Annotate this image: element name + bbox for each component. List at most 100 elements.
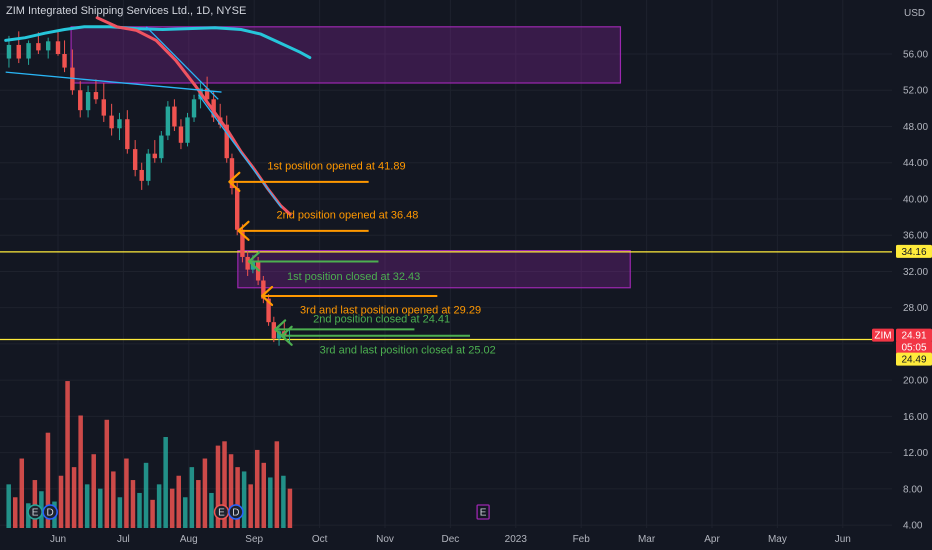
candle-body: [229, 158, 235, 189]
marker-box: [476, 504, 490, 520]
volume-bar: [248, 484, 253, 536]
time-axis-panel: [0, 528, 892, 550]
badge-label: 24.91: [901, 331, 926, 342]
price-tick-label: 36.00: [903, 231, 928, 242]
candle-body: [165, 106, 171, 136]
candles-layer: [6, 30, 292, 346]
volume-bar: [163, 437, 168, 536]
price-tick-label: 20.00: [903, 376, 928, 387]
earnings-marker: E: [476, 504, 490, 520]
volume-bar: [52, 501, 57, 536]
volume-bar: [215, 445, 221, 536]
candle-body: [185, 117, 190, 143]
time-tick-label: Oct: [312, 534, 328, 545]
price-tick-label: 16.00: [903, 412, 928, 423]
annotation-label: 3rd and last position opened at 29.29: [300, 304, 481, 316]
candle-body: [204, 88, 210, 100]
badge-label: 34.16: [901, 247, 926, 258]
annotation-label: 1st position opened at 41.89: [267, 160, 405, 172]
trendline-3: [198, 94, 283, 209]
badge-bg: [896, 352, 932, 366]
marker-label: E: [480, 508, 487, 519]
trendlines-layer: [5, 26, 283, 209]
time-tick-label: Jun: [835, 534, 851, 545]
annotation-label: 1st position closed at 32.43: [287, 271, 420, 283]
candle-body: [234, 188, 240, 230]
volume-bar: [228, 454, 234, 536]
price-tick-label: 8.00: [903, 484, 923, 495]
candle-body: [55, 41, 61, 54]
time-tick-label: Dec: [442, 534, 460, 545]
price-badge-4: 05:05: [896, 340, 932, 354]
marker-circle: [42, 504, 58, 520]
price-tick-label: 32.00: [903, 267, 928, 278]
volume-bar: [209, 492, 214, 536]
volume-bar: [281, 475, 286, 536]
volume-bar: [150, 499, 155, 536]
volume-bar: [274, 441, 280, 536]
badge-bg: [896, 244, 932, 258]
badge-bg: [896, 328, 932, 342]
candle-body: [146, 153, 151, 181]
candle-body: [240, 229, 245, 257]
candle-body: [266, 298, 271, 323]
price-tick-label: 48.00: [903, 122, 928, 133]
zone-box-1: [70, 26, 622, 84]
price-tick-label: 52.00: [903, 86, 928, 97]
volume-bar: [241, 471, 247, 536]
candle-body: [159, 135, 164, 159]
candle-body: [245, 256, 250, 270]
volume-bar: [183, 497, 188, 536]
candle-body: [6, 44, 12, 59]
price-tick-label: 28.00: [903, 303, 928, 314]
annotation-label: 2nd position opened at 36.48: [277, 209, 419, 221]
annotation-2: 2nd position opened at 36.48: [237, 209, 419, 241]
volume-bar: [19, 458, 25, 536]
volume-bar: [84, 484, 90, 536]
time-tick-label: Mar: [638, 534, 656, 545]
dividend-marker: D: [42, 504, 58, 520]
candle-body: [109, 115, 114, 129]
trendline-1: [5, 71, 222, 93]
candle-body: [271, 322, 277, 339]
candle-body: [178, 126, 184, 143]
marker-circle: [228, 504, 244, 520]
price-tick-label: 40.00: [903, 194, 928, 205]
volume-bar: [71, 467, 77, 536]
volume-bar: [176, 475, 181, 536]
volume-bar: [222, 441, 227, 536]
chart-title: ZIM Integrated Shipping Services Ltd., 1…: [6, 5, 247, 17]
moving-average-line-1: [4, 25, 312, 60]
volume-bar: [26, 503, 31, 536]
badge-label: ZIM: [874, 331, 891, 342]
volume-bar: [45, 432, 51, 536]
price-axis-panel: [892, 0, 932, 550]
volume-bar: [261, 462, 267, 536]
time-tick-label: 2023: [505, 534, 528, 545]
candle-body: [45, 41, 51, 51]
volume-bar: [91, 454, 96, 536]
volume-bar: [143, 462, 149, 536]
time-tick-label: Aug: [180, 534, 198, 545]
volume-bar: [137, 492, 142, 536]
badge-label: 05:05: [901, 343, 926, 354]
annotation-label: 3rd and last position closed at 25.02: [320, 344, 496, 356]
annotation-arrow-icon: [280, 325, 293, 346]
annotation-3: 1st position closed at 32.43: [247, 251, 420, 283]
levels-layer: [0, 251, 892, 341]
volume-bar: [130, 480, 136, 536]
zone-box-2: [237, 250, 631, 289]
candle-body: [85, 92, 91, 111]
volume-bar: [58, 475, 64, 536]
annotation-arrow-icon: [237, 220, 250, 241]
trendline-2: [145, 26, 219, 100]
volume-bar: [104, 419, 110, 536]
volume-bar: [124, 458, 129, 536]
annotation-arrow-icon: [247, 251, 261, 272]
volume-bar: [254, 449, 260, 536]
marker-label: D: [47, 508, 54, 519]
time-tick-label: Apr: [704, 534, 720, 545]
time-tick-label: Feb: [573, 534, 591, 545]
